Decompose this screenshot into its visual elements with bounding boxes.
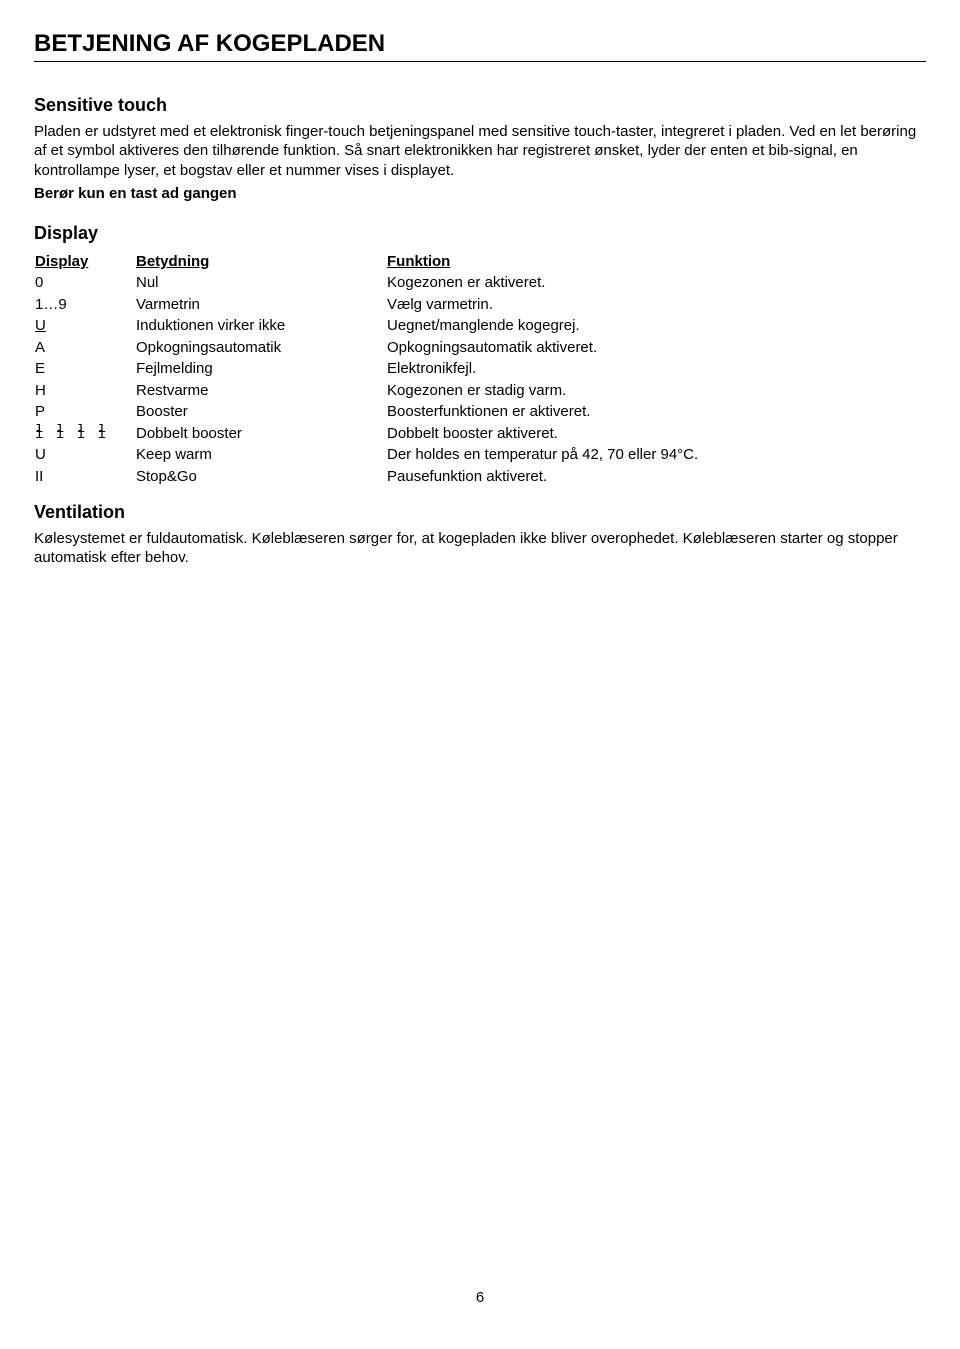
display-cell-meaning: Varmetrin — [135, 294, 386, 316]
display-cell-function: Der holdes en temperatur på 42, 70 eller… — [386, 444, 926, 466]
display-cell-function: Pausefunktion aktiveret. — [386, 466, 926, 488]
table-row: AOpkogningsautomatikOpkogningsautomatik … — [34, 337, 926, 359]
display-cell-symbol: H — [34, 380, 135, 402]
display-cell-symbol: E — [34, 358, 135, 380]
display-cell-meaning: Stop&Go — [135, 466, 386, 488]
display-cell-symbol: 0 — [34, 272, 135, 294]
display-cell-function: Kogezonen er stadig varm. — [386, 380, 926, 402]
page-number: 6 — [34, 1288, 926, 1308]
display-cell-function: Dobbelt booster aktiveret. — [386, 423, 926, 445]
sensitive-para1: Pladen er udstyret med et elektronisk fi… — [34, 122, 926, 181]
table-row: HRestvarmeKogezonen er stadig varm. — [34, 380, 926, 402]
sensitive-heading: Sensitive touch — [34, 94, 926, 117]
display-cell-function: Kogezonen er aktiveret. — [386, 272, 926, 294]
table-row: ı ı ı ıı ı ı ı Dobbelt boosterDobbelt boo… — [34, 423, 926, 445]
page-title: BETJENING AF KOGEPLADEN — [34, 28, 926, 62]
display-cell-function: Uegnet/manglende kogegrej. — [386, 315, 926, 337]
display-cell-meaning: Restvarme — [135, 380, 386, 402]
ventilation-heading: Ventilation — [34, 501, 926, 524]
table-row: 0NulKogezonen er aktiveret. — [34, 272, 926, 294]
table-row: UInduktionen virker ikkeUegnet/manglende… — [34, 315, 926, 337]
table-row: EFejlmeldingElektronikfejl. — [34, 358, 926, 380]
display-cell-meaning: Fejlmelding — [135, 358, 386, 380]
display-header-display: Display — [34, 251, 135, 273]
table-row: 1…9VarmetrinVælg varmetrin. — [34, 294, 926, 316]
table-row: PBoosterBoosterfunktionen er aktiveret. — [34, 401, 926, 423]
display-header-funktion: Funktion — [386, 251, 926, 273]
display-cell-meaning: Keep warm — [135, 444, 386, 466]
display-cell-function: Boosterfunktionen er aktiveret. — [386, 401, 926, 423]
display-cell-meaning: Opkogningsautomatik — [135, 337, 386, 359]
display-cell-meaning: Booster — [135, 401, 386, 423]
sensitive-para2: Berør kun en tast ad gangen — [34, 184, 926, 204]
display-cell-function: Opkogningsautomatik aktiveret. — [386, 337, 926, 359]
display-cell-meaning: Nul — [135, 272, 386, 294]
display-cell-function: Elektronikfejl. — [386, 358, 926, 380]
display-cell-function: Vælg varmetrin. — [386, 294, 926, 316]
display-cell-symbol: II — [34, 466, 135, 488]
display-cell-meaning: Dobbelt booster — [135, 423, 386, 445]
display-cell-symbol: A — [34, 337, 135, 359]
display-cell-symbol: U — [34, 444, 135, 466]
display-cell-symbol: ı ı ı ıı ı ı ı — [34, 423, 135, 445]
table-row: IIStop&GoPausefunktion aktiveret. — [34, 466, 926, 488]
display-cell-meaning: Induktionen virker ikke — [135, 315, 386, 337]
ventilation-para: Kølesystemet er fuldautomatisk. Køleblæs… — [34, 529, 926, 568]
display-header-betydning: Betydning — [135, 251, 386, 273]
display-heading: Display — [34, 222, 926, 245]
double-booster-icon: ı ı ı ıı ı ı ı — [35, 425, 108, 437]
display-table: Display Betydning Funktion 0NulKogezonen… — [34, 251, 926, 488]
display-cell-symbol: 1…9 — [34, 294, 135, 316]
table-row: UKeep warmDer holdes en temperatur på 42… — [34, 444, 926, 466]
display-cell-symbol: U — [34, 315, 135, 337]
